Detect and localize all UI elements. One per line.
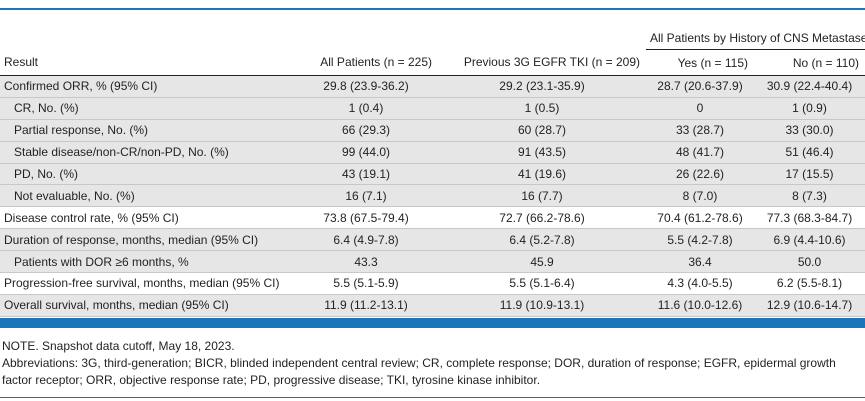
- cell-value: 41 (19.6): [438, 163, 646, 186]
- cell-value: 6.2 (5.5-8.1): [754, 272, 865, 295]
- group-header-row: All Patients by History of CNS Metastase…: [0, 10, 865, 50]
- cell-value: 72.7 (66.2-78.6): [438, 206, 646, 230]
- column-header-row: Result All Patients (n = 225) Previous 3…: [0, 49, 865, 76]
- cell-value: 51 (46.4): [754, 141, 865, 164]
- cell-value: 11.9 (10.9-13.1): [438, 294, 646, 317]
- cell-value: 12.9 (10.6-14.7): [754, 294, 865, 317]
- table-row: Stable disease/non-CR/non-PD, No. (%) 99…: [0, 141, 865, 164]
- top-rule: [0, 8, 865, 10]
- cell-value: 29.2 (23.1-35.9): [438, 75, 646, 98]
- cell-value: 5.5 (4.2-7.8): [646, 228, 754, 252]
- cell-value: 4.3 (4.0-5.5): [646, 272, 754, 295]
- table-row: Partial response, No. (%) 66 (29.3) 60 (…: [0, 119, 865, 142]
- row-label: Disease control rate, % (95% CI): [0, 206, 294, 230]
- row-label: PD, No. (%): [0, 163, 294, 186]
- row-label: CR, No. (%): [0, 97, 294, 120]
- table-row: Patients with DOR ≥6 months, % 43.3 45.9…: [0, 250, 865, 274]
- cell-value: 36.4: [646, 250, 754, 274]
- cell-value: 17 (15.5): [754, 163, 865, 186]
- table-row: Overall survival, months, median (95% CI…: [0, 294, 865, 317]
- row-label: Not evaluable, No. (%): [0, 184, 294, 208]
- cell-value: 70.4 (61.2-78.6): [646, 206, 754, 230]
- cell-value: 48 (41.7): [646, 141, 754, 164]
- column-header-result: Result: [0, 49, 294, 76]
- cell-value: 11.9 (11.2-13.1): [294, 294, 438, 317]
- cell-value: 6.9 (4.4-10.6): [754, 228, 865, 252]
- table-row: Confirmed ORR, % (95% CI) 29.8 (23.9-36.…: [0, 75, 865, 98]
- table-bottom-bar: [0, 318, 865, 328]
- column-header-cns-yes: Yes (n = 115): [646, 49, 754, 76]
- cell-value: 16 (7.1): [294, 184, 438, 208]
- cell-value: 60 (28.7): [438, 119, 646, 142]
- row-label: Patients with DOR ≥6 months, %: [0, 250, 294, 274]
- cell-value: 8 (7.3): [754, 184, 865, 208]
- group-header-cns-metastases: All Patients by History of CNS Metastase…: [646, 10, 865, 50]
- snapshot-note: NOTE. Snapshot data cutoff, May 18, 2023…: [2, 339, 235, 353]
- table-row: Disease control rate, % (95% CI) 73.8 (6…: [0, 206, 865, 230]
- cell-value: 8 (7.0): [646, 184, 754, 208]
- cell-value: 43.3: [294, 250, 438, 274]
- cell-value: 50.0: [754, 250, 865, 274]
- table-row: CR, No. (%) 1 (0.4) 1 (0.5) 0 1 (0.9): [0, 97, 865, 120]
- cell-value: 99 (44.0): [294, 141, 438, 164]
- abbreviations-note: Abbreviations: 3G, third-generation; BIC…: [2, 356, 836, 387]
- cell-value: 11.6 (10.0-12.6): [646, 294, 754, 317]
- cell-value: 66 (29.3): [294, 119, 438, 142]
- cell-value: 1 (0.4): [294, 97, 438, 120]
- cell-value: 5.5 (5.1-6.4): [438, 272, 646, 295]
- cell-value: 91 (43.5): [438, 141, 646, 164]
- cell-value: 16 (7.7): [438, 184, 646, 208]
- cell-value: 5.5 (5.1-5.9): [294, 272, 438, 295]
- cell-value: 0: [646, 97, 754, 120]
- row-label: Confirmed ORR, % (95% CI): [0, 75, 294, 98]
- cell-value: 26 (22.6): [646, 163, 754, 186]
- column-header-all-patients: All Patients (n = 225): [294, 49, 438, 76]
- cell-value: 6.4 (5.2-7.8): [438, 228, 646, 252]
- cell-value: 73.8 (67.5-79.4): [294, 206, 438, 230]
- table-footnotes: NOTE. Snapshot data cutoff, May 18, 2023…: [2, 338, 862, 389]
- row-label: Duration of response, months, median (95…: [0, 228, 294, 252]
- results-table: All Patients by History of CNS Metastase…: [0, 10, 865, 317]
- cell-value: 45.9: [438, 250, 646, 274]
- cell-value: 28.7 (20.6-37.9): [646, 75, 754, 98]
- cell-value: 33 (28.7): [646, 119, 754, 142]
- row-label: Partial response, No. (%): [0, 119, 294, 142]
- row-label: Stable disease/non-CR/non-PD, No. (%): [0, 141, 294, 164]
- cell-value: 77.3 (68.3-84.7): [754, 206, 865, 230]
- cell-value: 33 (30.0): [754, 119, 865, 142]
- cell-value: 6.4 (4.9-7.8): [294, 228, 438, 252]
- row-label: Progression-free survival, months, media…: [0, 272, 294, 295]
- cell-value: 1 (0.5): [438, 97, 646, 120]
- row-label: Overall survival, months, median (95% CI…: [0, 294, 294, 317]
- cell-value: 43 (19.1): [294, 163, 438, 186]
- table-row: Not evaluable, No. (%) 16 (7.1) 16 (7.7)…: [0, 184, 865, 208]
- column-header-cns-no: No (n = 110): [754, 49, 865, 76]
- table-row: Progression-free survival, months, media…: [0, 272, 865, 295]
- cell-value: 1 (0.9): [754, 97, 865, 120]
- column-header-previous-3g-egfr-tki: Previous 3G EGFR TKI (n = 209): [438, 49, 646, 76]
- cell-value: 29.8 (23.9-36.2): [294, 75, 438, 98]
- table-row: PD, No. (%) 43 (19.1) 41 (19.6) 26 (22.6…: [0, 163, 865, 186]
- table-row: Duration of response, months, median (95…: [0, 228, 865, 252]
- cell-value: 30.9 (22.4-40.4): [754, 75, 865, 98]
- bottom-rule: [0, 397, 865, 398]
